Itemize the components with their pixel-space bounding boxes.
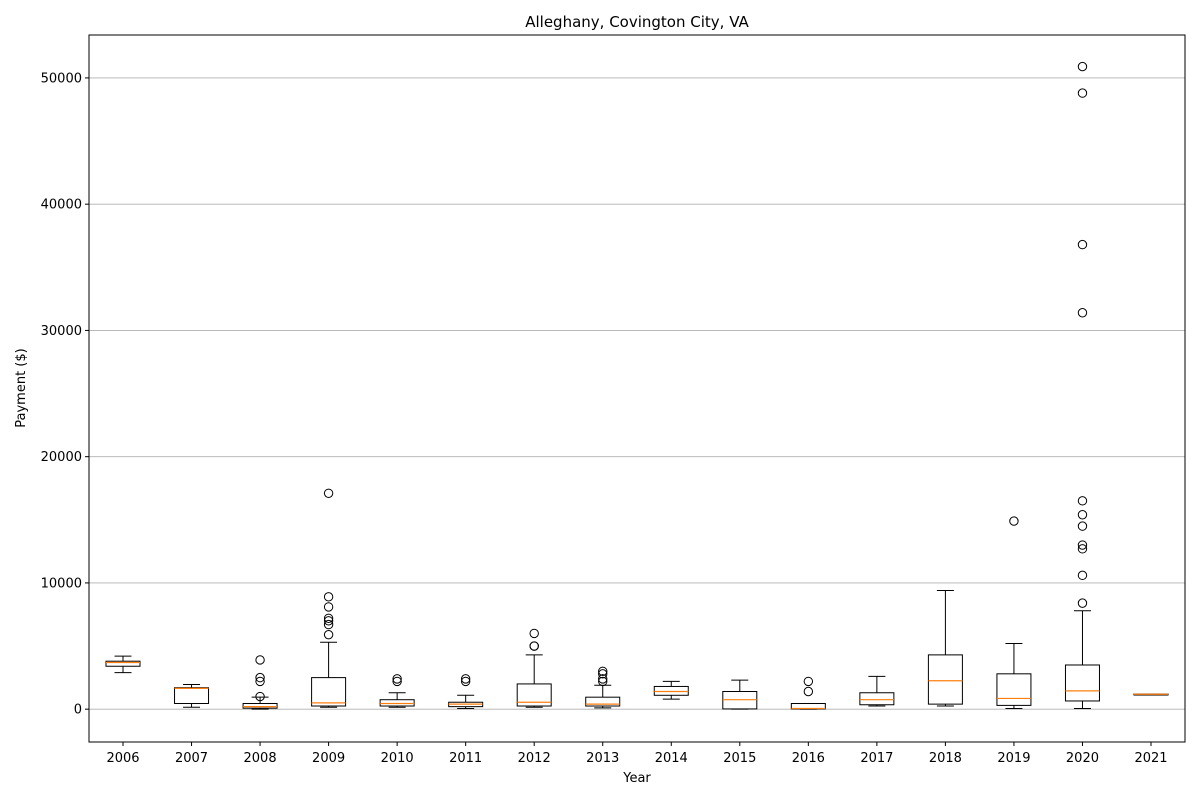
outlier-point [323, 616, 334, 626]
box-group-2019 [996, 516, 1032, 710]
iqr-box [516, 683, 552, 707]
box-group-2021 [1133, 693, 1169, 696]
iqr-box [174, 687, 210, 704]
box-group-2020 [1064, 61, 1100, 710]
y-tick-label: 40000 [41, 198, 82, 213]
outlier-point [529, 628, 539, 639]
box-group-2018 [927, 590, 963, 707]
outlier-point [598, 669, 608, 679]
x-tick-label: 2011 [449, 751, 482, 766]
y-tick-label: 30000 [41, 324, 82, 339]
outlier-point [803, 676, 814, 687]
iqr-box [1064, 664, 1100, 702]
outlier-point [392, 676, 402, 687]
outlier-point [255, 672, 265, 683]
box-group-2010 [379, 674, 415, 708]
x-axis-label: Year [622, 771, 651, 786]
outlier-point [1077, 239, 1088, 250]
x-tick-label: 2007 [175, 751, 208, 766]
box-group-2012 [516, 628, 552, 708]
y-tick-label: 10000 [41, 576, 82, 591]
x-tick-label: 2015 [723, 751, 756, 766]
x-tick-label: 2013 [586, 751, 619, 766]
chart-title: Alleghany, Covington City, VA [525, 13, 749, 31]
x-tick-label: 2019 [997, 751, 1030, 766]
outlier-point [1077, 61, 1088, 72]
axes: 0 10000 20000 30000 40000 50000 2006 2007 2008 20… [41, 71, 1168, 766]
outlier-point [323, 613, 334, 623]
iqr-box [105, 660, 141, 667]
x-tick-label: 2008 [244, 751, 277, 766]
outlier-point [1077, 598, 1088, 608]
outlier-point [1077, 88, 1088, 98]
box-group-2011 [448, 674, 484, 710]
outlier-point [803, 686, 814, 697]
box-group-2014 [653, 680, 689, 700]
iqr-box [311, 677, 347, 707]
iqr-box [379, 699, 415, 707]
y-axis-label: Payment ($) [14, 348, 29, 427]
iqr-box [585, 696, 621, 707]
outlier-point [598, 674, 608, 684]
box-group-2009 [311, 488, 347, 708]
outlier-point [1077, 570, 1088, 581]
outlier-point [1077, 540, 1088, 550]
outlier-point [323, 592, 334, 602]
outlier-point [392, 674, 402, 684]
y-tick-label: 20000 [41, 450, 82, 465]
box-group-2007 [174, 684, 210, 708]
box-group-2008 [242, 655, 278, 710]
outlier-point [323, 602, 334, 612]
grid-lines [89, 77, 1185, 710]
x-tick-label: 2009 [312, 751, 345, 766]
outlier-point [598, 676, 608, 687]
outlier-point [529, 641, 539, 651]
y-tick-label: 0 [74, 703, 82, 718]
outlier-point [598, 666, 608, 676]
outlier-point [255, 691, 265, 702]
box-group-2016 [790, 676, 826, 710]
iqr-box [859, 692, 895, 706]
iqr-box [996, 673, 1032, 706]
x-tick-label: 2018 [929, 751, 962, 766]
outlier-point [1077, 308, 1088, 318]
x-tick-label: 2014 [655, 751, 688, 766]
outlier-point [1077, 521, 1088, 531]
iqr-box [242, 702, 278, 709]
x-tick-label: 2012 [518, 751, 551, 766]
outlier-point [460, 676, 471, 687]
x-tick-label: 2017 [860, 751, 893, 766]
outlier-point [1077, 544, 1088, 554]
outlier-point [1009, 516, 1019, 526]
box-group-2017 [859, 675, 895, 707]
x-tick-label: 2016 [792, 751, 825, 766]
x-tick-label: 2021 [1134, 751, 1167, 766]
outlier-point [323, 619, 334, 630]
box-group-2013 [585, 666, 621, 709]
x-tick-label: 2010 [381, 751, 414, 766]
plot-area [105, 61, 1169, 710]
x-tick-label: 2020 [1066, 751, 1099, 766]
iqr-box [927, 654, 963, 705]
y-tick-label: 50000 [41, 71, 82, 86]
outlier-point [255, 655, 265, 665]
box-group-2006 [105, 655, 141, 674]
x-tick-label: 2006 [106, 751, 139, 766]
outlier-point [323, 488, 334, 498]
plot-frame [88, 34, 1186, 743]
outlier-point [255, 676, 265, 687]
outlier-point [323, 629, 334, 640]
outlier-point [460, 674, 471, 684]
iqr-box [653, 685, 689, 696]
box-group-2015 [722, 679, 758, 710]
outlier-point [1077, 510, 1088, 520]
outlier-point [1077, 496, 1088, 506]
